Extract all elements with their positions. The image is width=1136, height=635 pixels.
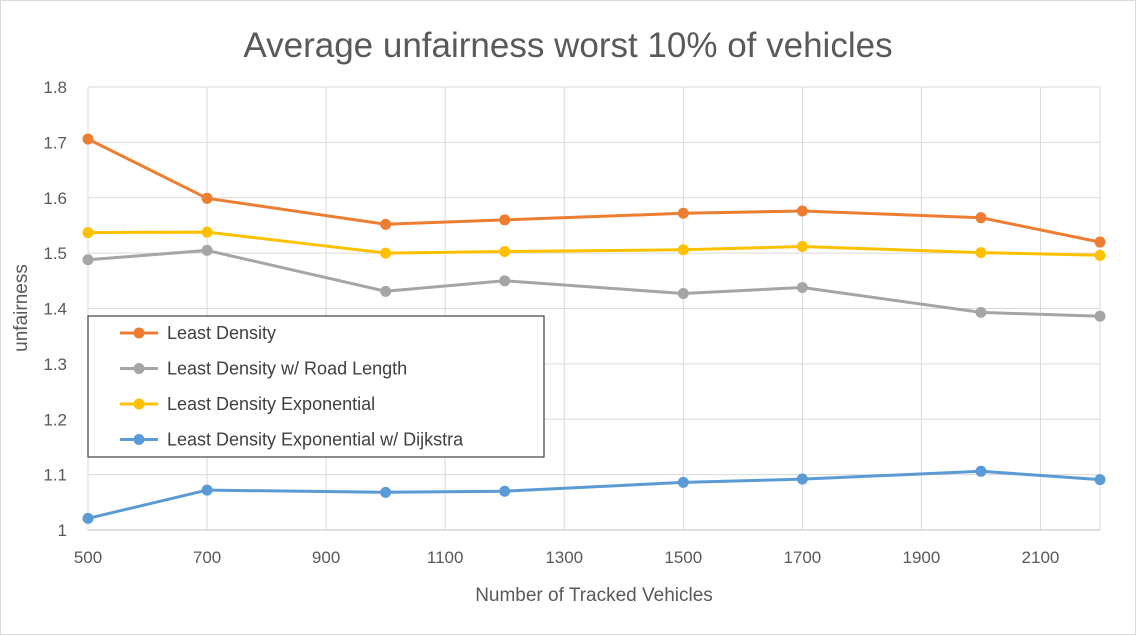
y-tick-label: 1.6 [43,189,67,208]
series-group [82,226,1106,261]
gridlines [87,86,1101,531]
data-point [201,244,213,256]
data-point [677,476,689,488]
y-tick-label: 1.3 [43,355,67,374]
x-tick-label: 700 [193,548,221,567]
series-group [82,133,1106,248]
series-line [87,469,1101,520]
data-point [82,512,94,524]
data-point [201,192,213,204]
data-point [499,275,511,287]
legend-swatch-marker [133,327,145,339]
data-point [1094,474,1106,486]
data-point [82,227,94,239]
data-point [796,240,808,252]
x-tick-label: 1900 [902,548,940,567]
data-point [201,484,213,496]
x-tick-label: 1500 [664,548,702,567]
data-point [380,218,392,230]
data-point [380,247,392,259]
legend-swatch-marker [133,363,145,374]
x-tick-label: 2100 [1022,548,1060,567]
x-tick-label: 500 [74,548,102,567]
data-point [82,133,94,145]
series-group [82,465,1106,524]
data-point [677,288,689,300]
series-group [82,244,1106,322]
series-lines [82,133,1106,524]
data-point [380,285,392,297]
data-point [796,281,808,293]
legend-label: Least Density Exponential w/ Dijkstra [167,430,464,450]
y-tick-label: 1.1 [43,466,67,485]
data-point [975,247,987,259]
data-point [1094,249,1106,261]
data-point [499,214,511,226]
data-point [1094,310,1106,322]
y-tick-label: 1.5 [43,244,67,263]
legend-label: Least Density w/ Road Length [167,359,407,379]
legend-swatch-marker [133,398,145,410]
data-point [975,465,987,477]
data-point [380,486,392,498]
series-line [87,248,1101,318]
data-point [975,212,987,224]
series-line [87,230,1101,257]
x-axis-ticks: 500 700 900 1100 1300 1500 1700 1900 2100 [74,548,1060,567]
chart-title: Average unfairness worst 10% of vehicles [243,26,892,65]
data-point [499,485,511,497]
y-tick-label: 1.8 [43,78,67,97]
x-axis-title: Number of Tracked Vehicles [475,585,713,606]
x-tick-label: 1100 [427,548,464,567]
x-tick-label: 1700 [783,548,821,567]
y-axis-ticks: 1 1.1 1.2 1.3 1.4 1.5 1.6 1.7 1.8 [43,78,67,540]
data-point [677,207,689,219]
legend-swatch-marker [133,434,145,445]
y-tick-label: 1.4 [43,300,67,319]
y-tick-label: 1 [58,521,67,540]
y-tick-label: 1.7 [43,133,67,152]
data-point [82,254,94,266]
data-point [1094,236,1106,248]
legend-label: Least Density Exponential [167,394,375,414]
legend-label: Least Density [167,323,276,343]
data-point [499,245,511,257]
data-point [975,306,987,318]
x-tick-label: 1300 [545,548,583,567]
data-point [796,473,808,485]
series-line [87,137,1101,244]
data-point [677,244,689,256]
y-axis-title: unfairness [11,264,32,352]
y-tick-label: 1.2 [43,410,67,429]
data-point [201,226,213,238]
legend-box [87,315,545,458]
data-point [796,205,808,217]
x-tick-label: 900 [312,548,340,567]
legend: Least Density Least Density w/ Road Lengt… [87,315,545,458]
